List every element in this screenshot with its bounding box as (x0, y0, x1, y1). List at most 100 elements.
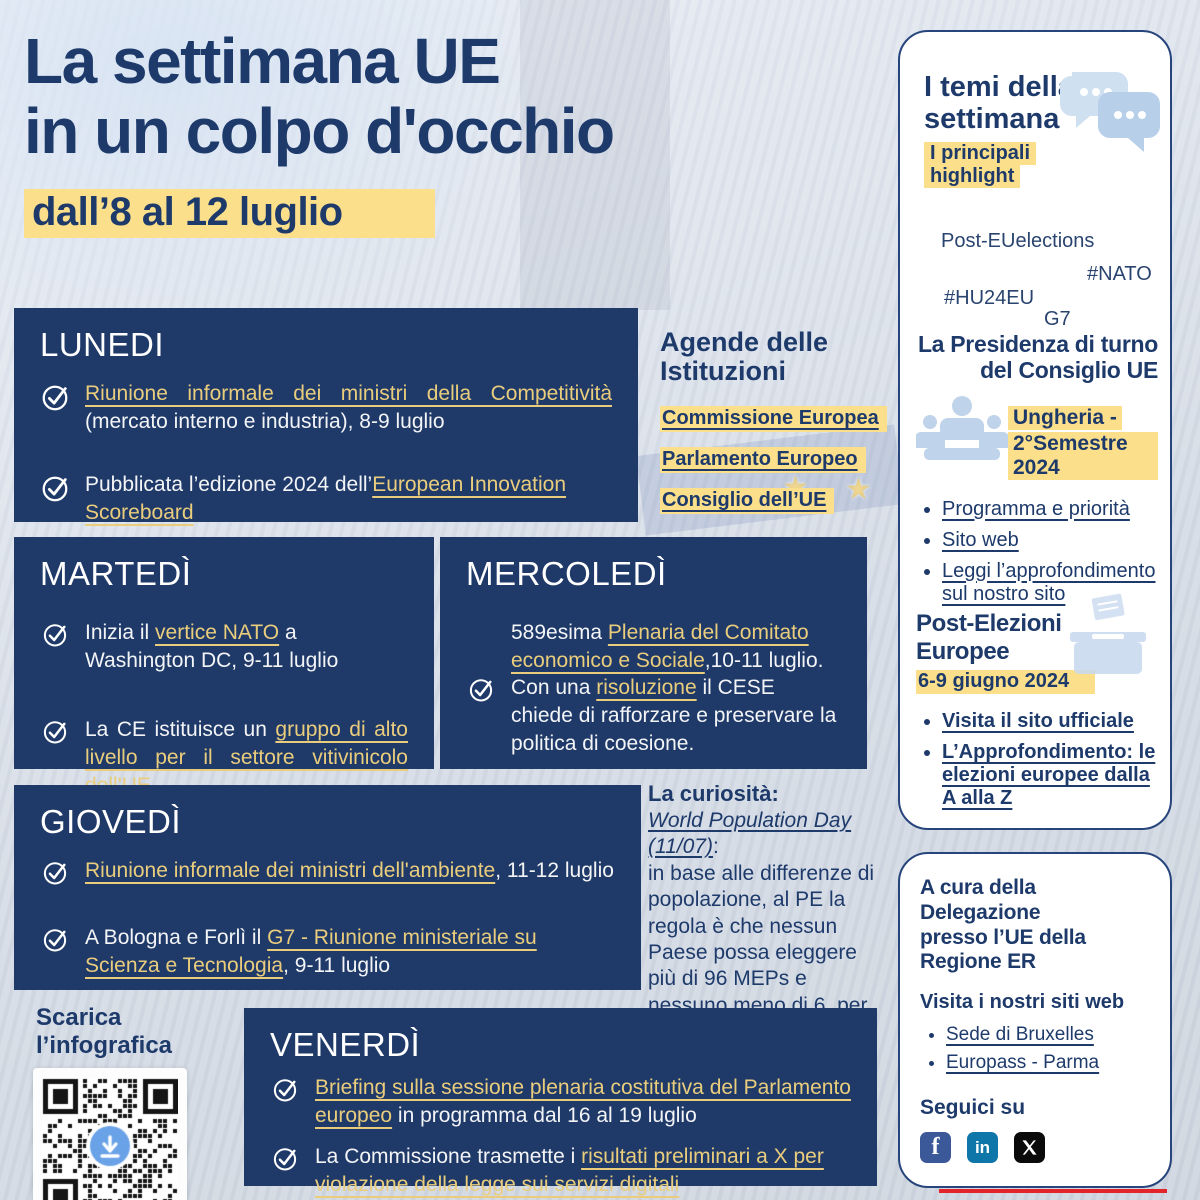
temi-section: I temi della settimana I principali highl… (924, 71, 1150, 188)
event-text-pre: Pubblicata l’edizione 2024 dell’ (85, 473, 373, 497)
link-approfondimento-sito[interactable]: Leggi l’approfondimento sul nostro sito (942, 559, 1156, 605)
agende-istituzioni: Agende delle Istituzioni Commissione Eur… (660, 327, 888, 529)
list-item: Visita il sito ufficiale (942, 710, 1158, 733)
link-commissione-europea[interactable]: Commissione Europea (660, 406, 887, 433)
event-text: Riunione informale dei ministri dell'amb… (85, 857, 614, 885)
presidenza-country: Ungheria - (1008, 405, 1122, 430)
tag-hu24eu: #HU24EU (944, 287, 1035, 309)
check-circle-icon (469, 679, 493, 702)
event-text-rest: a Washington DC, 9-11 luglio (85, 621, 339, 672)
event-item: Briefing sulla sessione plenaria costitu… (270, 1074, 851, 1129)
presidenza-links: Programma e priorità Sito web Leggi l’ap… (916, 498, 1158, 606)
day-heading-venerdi: VENERDÌ (270, 1026, 421, 1063)
ballot-box-icon (1070, 593, 1146, 674)
check-circle-icon (273, 1079, 297, 1102)
list-item: Europass - Parma (946, 1052, 1150, 1074)
event-link[interactable]: Plenaria del Comitato economico e Social… (511, 621, 809, 672)
check-circle-icon (43, 929, 67, 952)
regione-emilia-romagna-logo: Regione Emilia-Romagna (934, 1189, 1168, 1200)
event-text: A Bologna e Forlì il G7 - Riunione minis… (85, 924, 615, 979)
event-link[interactable]: risultati preliminari a X per violazione… (315, 1145, 824, 1197)
event-text: Briefing sulla sessione plenaria costitu… (315, 1074, 851, 1129)
card-venerdi: VENERDÌ Briefing sulla sessione plenaria… (244, 1008, 877, 1196)
list-item: Sede di Bruxelles (946, 1024, 1150, 1046)
presidenza-highlight: Ungheria - 2°Semestre 2024 (1008, 405, 1158, 482)
council-meeting-icon (916, 395, 1008, 460)
tag-post-euelections: Post-EUelections (941, 230, 1095, 252)
event-text-rest: , 11-12 luglio (495, 859, 614, 882)
check-circle-icon (43, 624, 67, 647)
event-text: Pubblicata l’edizione 2024 dell’European… (85, 471, 612, 526)
event-item: Riunione informale dei ministri dell'amb… (40, 857, 615, 886)
event-link[interactable]: Riunione informale dei ministri dell'amb… (85, 859, 496, 882)
temi-title: I temi della settimana (924, 71, 1074, 135)
agende-title: Agende delle Istituzioni (660, 327, 829, 387)
link-consiglio-ue[interactable]: Consiglio dell’UE (660, 488, 835, 515)
check-circle-icon (43, 862, 67, 885)
link-programma-priorita[interactable]: Programma e priorità (942, 497, 1130, 520)
day-heading-giovedi: GIOVEDÌ (40, 803, 182, 840)
postelezioni-title: Post-Elezioni Europee (916, 610, 1062, 665)
list-item: Programma e priorità (942, 498, 1158, 521)
event-text-rest: , 9-11 luglio (283, 953, 391, 977)
event-item: Pubblicata l’edizione 2024 dell’European… (40, 471, 612, 526)
list-item: L’Approfondimento: le elezioni europee d… (942, 741, 1158, 810)
world-population-day-link[interactable]: World Population Day (11/07) (648, 808, 852, 859)
link-sito-web[interactable]: Sito web (942, 528, 1019, 551)
download-infographic: Scarica l’infografica (30, 1004, 240, 1200)
page-title: La settimana UE in un colpo d'occhio (24, 26, 615, 167)
link-sede-bruxelles[interactable]: Sede di Bruxelles (946, 1024, 1094, 1046)
event-link[interactable]: G7 - Riunione ministeriale su Scienza e … (85, 926, 537, 977)
event-link[interactable]: gruppo di alto livello per il settore vi… (85, 718, 408, 796)
qr-code-canvas (42, 1078, 178, 1200)
linkedin-icon[interactable]: in (967, 1132, 998, 1164)
event-text-rest: ,10-11 luglio. (704, 648, 824, 672)
check-circle-icon (273, 1148, 297, 1171)
event-item: Riunione informale dei ministri della Co… (40, 380, 612, 435)
event-link[interactable]: risoluzione (596, 676, 697, 700)
event-link[interactable]: vertice NATO (155, 621, 280, 644)
day-heading-martedi: MARTEDÌ (40, 555, 192, 592)
event-link[interactable]: Briefing sulla sessione plenaria costitu… (315, 1076, 851, 1127)
tag-nato: #NATO (1087, 263, 1152, 285)
event-item: A Bologna e Forlì il G7 - Riunione minis… (40, 924, 615, 979)
link-elezioni-a-z[interactable]: L’Approfondimento: le elezioni europee d… (942, 741, 1156, 809)
card-martedi: MARTEDÌ Inizia il vertice NATO a Washing… (14, 537, 434, 797)
x-glyph (1022, 1140, 1037, 1155)
event-text-pre: A Bologna e Forlì il (85, 926, 268, 949)
check-circle-icon (43, 721, 67, 744)
event-text: Inizia il vertice NATO a Washington DC, … (85, 619, 408, 674)
presidenza-semester: 2°Semestre 2024 (1008, 431, 1158, 480)
event-text-pre: La CE istituisce un (85, 718, 276, 742)
card-mercoledi: MERCOLEDÌ 589esima Plenaria del Comitato… (440, 537, 867, 769)
delegazione-links: Sede di Bruxelles Europass - Parma (920, 1024, 1150, 1074)
event-text-rest: il CESE chiede di rafforzare e preservar… (511, 676, 837, 755)
check-circle-icon (42, 385, 68, 411)
postelezioni-links: Visita il sito ufficiale L’Approfondimen… (916, 710, 1158, 810)
x-twitter-icon[interactable] (1014, 1132, 1045, 1164)
chat-bubbles-icon (1060, 72, 1160, 152)
follow-label: Seguici su (920, 1096, 1026, 1120)
curiosita-label: La curiosità: (648, 781, 779, 806)
temi-highlight-line2: highlight (924, 164, 1021, 188)
event-text-pre: Inizia il (85, 621, 156, 644)
link-parlamento-europeo[interactable]: Parlamento Europeo (660, 447, 866, 474)
event-text-pre: Con una (511, 676, 597, 700)
list-item: Leggi l’approfondimento sul nostro sito (942, 560, 1158, 606)
facebook-icon[interactable]: f (920, 1132, 951, 1164)
postelezioni-date-badge: 6-9 giugno 2024 (916, 670, 1096, 694)
event-text: La CE istituisce un gruppo di alto livel… (85, 716, 408, 799)
right-panel-week: I temi della settimana I principali highl… (898, 30, 1172, 830)
social-icons: f in (920, 1132, 1150, 1164)
link-sito-ufficiale[interactable]: Visita il sito ufficiale (942, 710, 1134, 732)
delegazione-subtitle: Visita i nostri siti web (920, 991, 1125, 1014)
download-label: Scarica l’infografica (36, 1004, 173, 1059)
list-item: Sito web (942, 529, 1158, 552)
event-link[interactable]: European Innovation Scoreboard (85, 473, 567, 525)
event-text-pre: 589esima (511, 621, 608, 644)
right-panel-delegazione: A cura della Delegazione presso l’UE dell… (898, 852, 1172, 1200)
link-europass-parma[interactable]: Europass - Parma (946, 1052, 1100, 1074)
event-link[interactable]: Riunione informale dei ministri della Co… (85, 382, 612, 405)
temi-highlight-line1: I principali (924, 141, 1037, 165)
